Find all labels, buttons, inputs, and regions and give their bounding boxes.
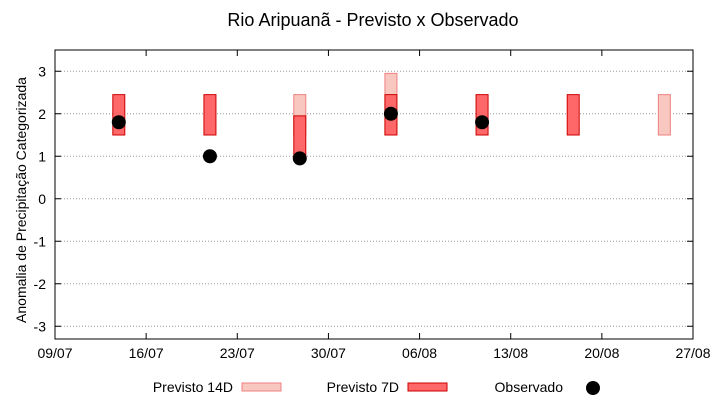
y-tick-label: 1	[38, 148, 46, 164]
previsto-7d-bar	[566, 94, 580, 136]
x-tick-label: 23/07	[220, 345, 255, 361]
legend-label-observado: Observado	[495, 379, 564, 395]
previsto-7d-bar	[203, 94, 217, 136]
legend-swatch-previsto-7d	[407, 382, 448, 392]
x-tick-label: 13/08	[493, 345, 528, 361]
legend-label-previsto-14d: Previsto 14D	[153, 379, 233, 395]
y-tick-label: 3	[38, 63, 46, 79]
legend-swatch-previsto-14d	[241, 382, 282, 392]
observado-point	[383, 106, 398, 121]
observado-point	[292, 151, 307, 166]
legend: Previsto 14D Previsto 7D Observado	[153, 379, 600, 395]
plot-data	[111, 72, 671, 166]
observado-point	[202, 149, 217, 164]
y-tick-label: 2	[38, 106, 46, 122]
y-axis-label: Anomalia de Precipitação Categorizada	[13, 77, 29, 323]
observado-point	[111, 115, 126, 130]
y-tick-label: -2	[34, 276, 47, 292]
x-tick-label: 06/08	[402, 345, 437, 361]
previsto-14d-bar	[657, 94, 671, 136]
legend-label-previsto-7d: Previsto 7D	[327, 379, 399, 395]
x-tick-label: 16/07	[129, 345, 164, 361]
x-tick-label: 30/07	[311, 345, 346, 361]
plot-frame	[54, 49, 694, 340]
x-tick-label: 20/08	[584, 345, 619, 361]
axis-ticks: -3 -2 -1 0 1 2 3 09/07 16/07 23/07 30/07 06/08 13/08…	[34, 50, 711, 361]
y-tick-label: 0	[38, 191, 46, 207]
legend-marker-observado	[586, 381, 600, 395]
chart-title: Rio Aripuanã - Previsto x Observado	[227, 10, 518, 30]
x-tick-label: 09/07	[37, 345, 72, 361]
y-tick-label: -3	[34, 318, 47, 334]
x-tick-label: 27/08	[675, 345, 710, 361]
observado-point	[475, 115, 490, 130]
y-tick-label: -1	[34, 233, 47, 249]
grid-lines	[55, 70, 693, 327]
